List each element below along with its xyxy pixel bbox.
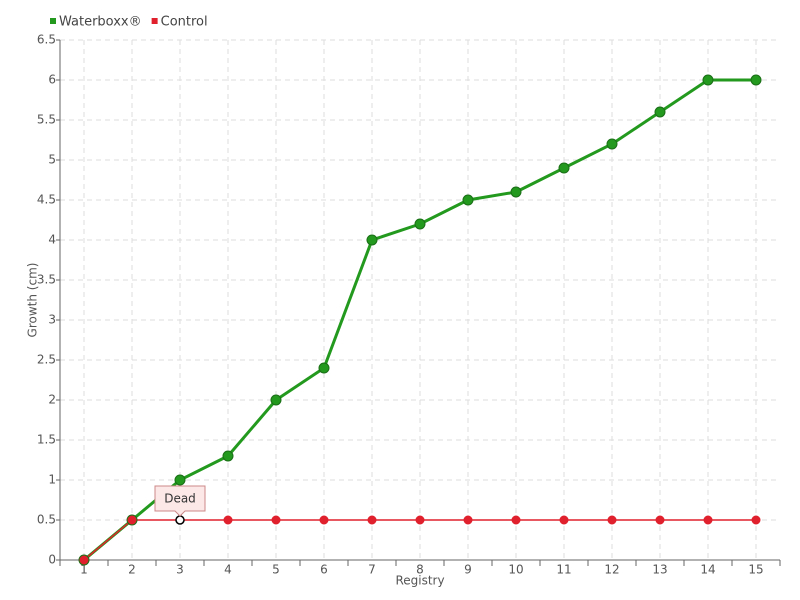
- y-axis-label: Growth (cm): [26, 263, 40, 338]
- data-point: [559, 515, 569, 525]
- x-tick-label: 13: [652, 563, 667, 577]
- legend-swatch: [50, 18, 56, 24]
- data-point: [654, 106, 666, 118]
- annotation-box: [154, 485, 206, 517]
- data-point: [511, 515, 521, 525]
- y-tick-label: 0: [48, 553, 56, 567]
- legend-label: Waterboxx®: [59, 15, 142, 30]
- data-point: [702, 74, 714, 86]
- y-tick-label: 2: [48, 393, 56, 407]
- data-point: [127, 515, 137, 525]
- data-point: [366, 234, 378, 246]
- data-point: [319, 515, 329, 525]
- y-tick-label: 4: [48, 233, 56, 247]
- legend-swatch: [151, 18, 158, 24]
- x-tick-label: 7: [368, 563, 376, 577]
- y-tick-label: 1.5: [37, 433, 56, 447]
- x-tick-label: 2: [128, 563, 136, 577]
- data-point: [223, 515, 233, 525]
- y-tick-label: 6.5: [37, 33, 56, 47]
- data-point: [606, 138, 618, 150]
- data-point: [607, 515, 617, 525]
- y-tick-label: 4.5: [37, 193, 56, 207]
- data-point: [655, 515, 665, 525]
- x-tick-label: 15: [748, 563, 763, 577]
- data-point: [751, 515, 761, 525]
- y-tick-label: 6: [48, 73, 56, 87]
- data-point: [750, 74, 762, 86]
- x-tick-label: 3: [176, 563, 184, 577]
- y-tick-label: 5: [48, 153, 56, 167]
- data-point: [367, 515, 377, 525]
- x-tick-label: 8: [416, 563, 424, 577]
- x-tick-label: 6: [320, 563, 328, 577]
- y-tick-label: 1: [48, 473, 56, 487]
- x-tick-label: 11: [556, 563, 571, 577]
- x-axis-label: Registry: [395, 574, 444, 588]
- y-tick-label: 5.5: [37, 113, 56, 127]
- data-point: [463, 515, 473, 525]
- annotation-text: Dead: [164, 492, 196, 506]
- data-point: [415, 515, 425, 525]
- data-point: [318, 362, 330, 374]
- data-point: [558, 162, 570, 174]
- data-point: [174, 474, 186, 486]
- data-point: [222, 450, 234, 462]
- y-tick-label: 0.5: [37, 513, 56, 527]
- x-tick-label: 12: [604, 563, 619, 577]
- x-tick-label: 10: [508, 563, 523, 577]
- x-tick-label: 9: [464, 563, 472, 577]
- x-tick-label: 1: [80, 563, 88, 577]
- data-point: [414, 218, 426, 230]
- legend-label: Control: [161, 15, 208, 30]
- data-point: [462, 194, 474, 206]
- data-point: [510, 186, 522, 198]
- x-tick-label: 4: [224, 563, 232, 577]
- y-tick-label: 3: [48, 313, 56, 327]
- data-point: [270, 394, 282, 406]
- data-point: [79, 555, 89, 565]
- data-point: [703, 515, 713, 525]
- y-tick-label: 3.5: [37, 273, 56, 287]
- x-tick-label: 5: [272, 563, 280, 577]
- y-tick-label: 2.5: [37, 353, 56, 367]
- data-point: [175, 515, 185, 525]
- x-tick-label: 14: [700, 563, 715, 577]
- data-point: [271, 515, 281, 525]
